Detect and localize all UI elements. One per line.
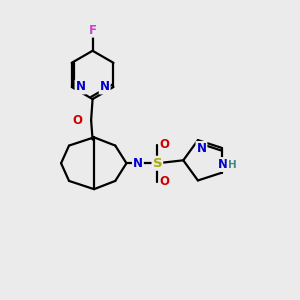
Text: F: F [88, 24, 97, 37]
Text: N: N [218, 158, 228, 171]
Text: S: S [152, 157, 162, 170]
Text: N: N [196, 142, 206, 155]
Text: O: O [73, 114, 83, 127]
Text: O: O [160, 139, 170, 152]
Text: N: N [100, 80, 110, 94]
Text: H: H [228, 160, 236, 170]
Text: O: O [160, 175, 170, 188]
Text: N: N [76, 80, 85, 94]
Text: N: N [133, 157, 143, 170]
